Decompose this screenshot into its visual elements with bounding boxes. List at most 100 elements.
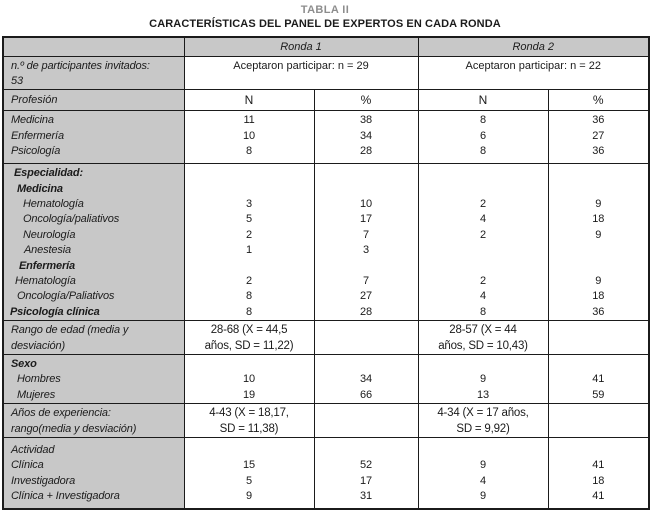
edad-ronda1-cell: 28-68 (X = 44,5 años, SD = 11,22): [183, 320, 315, 355]
cell-value: [419, 259, 547, 274]
cell-value: [549, 243, 648, 258]
invited-label-cell: n.º de participantes invitados: 53: [2, 55, 185, 91]
cell-value: 4-34 (X = 17 años,: [437, 407, 529, 420]
cell-value: 18: [592, 290, 605, 303]
row-label: Investigadora: [11, 474, 76, 487]
cell-value: 8: [246, 290, 252, 303]
row-label: Enfermería: [19, 259, 75, 272]
cell-value: años, SD = 10,43): [438, 339, 528, 352]
row-label: Medicina: [11, 114, 54, 127]
cell-value: 2: [480, 275, 486, 288]
row-label: Hematología: [15, 275, 76, 288]
ronda2-header: Ronda 2: [417, 36, 650, 57]
cell-value: 41: [592, 459, 605, 472]
ronda1-header: Ronda 1: [183, 36, 419, 57]
cell-value: 19: [243, 388, 255, 401]
cell-value: [549, 259, 648, 274]
sexo-n1-cell: 10 19: [183, 353, 315, 405]
edad-pct1-cell-empty: [313, 320, 419, 355]
cell-value: 7: [363, 228, 369, 241]
cell-value: años, SD = 11,22): [204, 339, 294, 352]
especialidad-n2-cell: 2 4 2 2 4 8: [417, 163, 549, 322]
row-label: Enfermería: [11, 129, 64, 142]
cell-value: [549, 182, 648, 197]
cell-value: 8: [480, 145, 486, 158]
corner-cell: [2, 36, 185, 57]
accepted-ronda2-cell: Aceptaron participar: n = 22: [417, 55, 650, 91]
row-label: Mujeres: [17, 388, 56, 401]
row-label: rango(media y desviación): [11, 422, 137, 435]
cell-value: 9: [595, 275, 602, 288]
experiencia-pct2-cell-empty: [547, 403, 650, 438]
page: TABLA II CARACTERÍSTICAS DEL PANEL DE EX…: [0, 4, 650, 510]
profesion-pct1-cell: 38 34 28: [313, 110, 419, 165]
cell-value: 8: [480, 114, 486, 127]
cell-value: 38: [360, 114, 372, 127]
row-label: desviación): [11, 339, 65, 352]
cell-value: [419, 357, 547, 372]
cell-value: 2: [246, 275, 252, 288]
cell-value: 36: [592, 114, 605, 127]
cell-value: 52: [360, 459, 372, 472]
row-label: Anestesia: [24, 244, 71, 257]
cell-value: 3: [246, 198, 252, 211]
cell-value: 6: [480, 129, 486, 142]
col-header-n2: N: [417, 89, 549, 112]
cell-value: [185, 182, 313, 197]
cell-value: 28-57 (X = 44: [449, 324, 517, 337]
edad-pct2-cell-empty: [547, 320, 650, 355]
cell-value: 27: [360, 290, 372, 303]
actividad-labels-cell: Actividad Clínica Investigadora Clínica …: [2, 436, 185, 510]
cell-value: 1: [246, 244, 252, 257]
cell-value: [185, 357, 313, 372]
cell-value: [315, 166, 417, 181]
cell-value: 17: [360, 213, 372, 226]
cell-value: [549, 357, 648, 372]
cell-value: [549, 443, 648, 458]
cell-value: 36: [592, 305, 605, 318]
edad-ronda2-cell: 28-57 (X = 44 años, SD = 10,43): [417, 320, 549, 355]
cell-value: 4: [480, 290, 486, 303]
cell-value: 2: [246, 228, 252, 241]
cell-value: [185, 443, 313, 458]
cell-value: 4: [480, 213, 486, 226]
row-label: Sexo: [11, 357, 37, 370]
cell-value: 7: [363, 275, 369, 288]
experiencia-ronda2-cell: 4-34 (X = 17 años, SD = 9,92): [417, 403, 549, 438]
table-number-title: TABLA II: [300, 4, 350, 16]
especialidad-pct2-cell: 9 18 9 9 18 36: [547, 163, 650, 322]
profesion-pct2-cell: 36 27 36: [547, 110, 650, 165]
cell-value: 8: [246, 305, 252, 318]
cell-value: 59: [592, 388, 605, 401]
cell-value: 18: [592, 474, 605, 487]
cell-value: 34: [360, 373, 372, 386]
cell-value: 9: [595, 228, 602, 241]
cell-value: 36: [592, 145, 605, 158]
cell-value: 41: [592, 373, 605, 386]
cell-value: 2: [480, 228, 486, 241]
cell-value: 41: [592, 490, 605, 503]
row-label: Actividad: [11, 443, 55, 456]
especialidad-n1-cell: 3 5 2 1 2 8 8: [183, 163, 315, 322]
edad-label-cell: Rango de edad (media y desviación): [2, 320, 185, 355]
cell-value: 9: [480, 459, 486, 472]
cell-value: [419, 166, 547, 181]
cell-value: 28: [360, 145, 372, 158]
especialidad-labels-cell: Especialidad: Medicina Hematología Oncol…: [2, 163, 185, 322]
invited-label-line1: n.º de participantes invitados:: [11, 59, 150, 72]
row-label: Neurología: [23, 228, 76, 241]
cell-value: [315, 443, 417, 458]
cell-value: 28: [360, 305, 372, 318]
cell-value: [419, 443, 547, 458]
row-label: Años de experiencia:: [11, 407, 111, 420]
cell-value: [185, 259, 313, 274]
cell-value: 8: [246, 145, 252, 158]
cell-value: 4-43 (X = 18,17,: [209, 407, 289, 420]
cell-value: [419, 243, 547, 258]
actividad-pct1-cell: 52 17 31: [313, 436, 419, 510]
profession-header-label: Profesión: [2, 89, 185, 112]
sexo-labels-cell: Sexo Hombres Mujeres: [2, 353, 185, 405]
profesion-n1-cell: 11 10 8: [183, 110, 315, 165]
cell-value: 27: [592, 129, 605, 142]
row-label: Medicina: [17, 182, 63, 195]
